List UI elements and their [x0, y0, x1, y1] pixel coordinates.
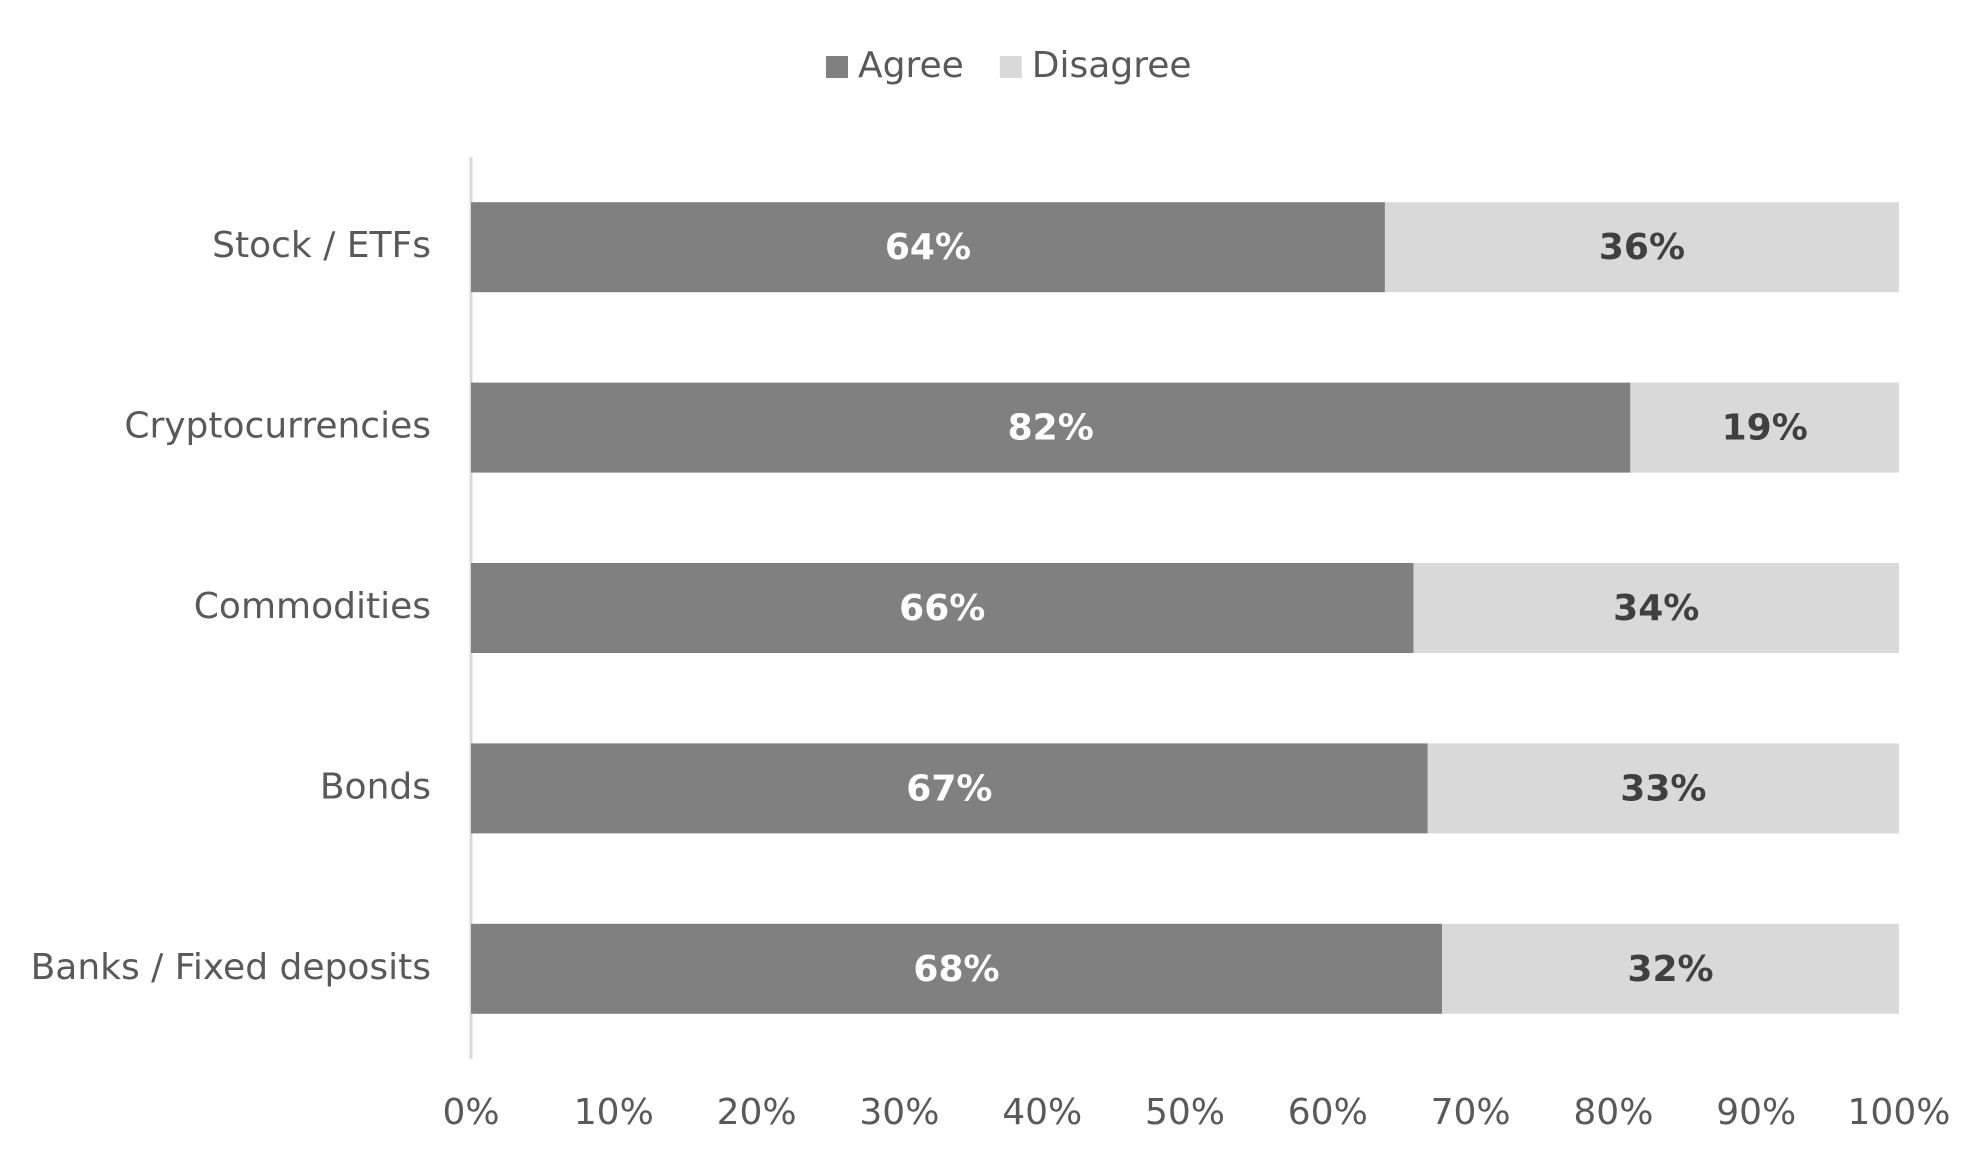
legend-label: Agree	[858, 45, 964, 86]
legend-swatch	[999, 56, 1022, 78]
value-label: 82%	[1008, 408, 1094, 449]
x-tick-label: 10%	[574, 1092, 654, 1133]
x-tick-label: 80%	[1573, 1092, 1653, 1133]
bar-segment	[471, 382, 1631, 473]
bar-segment	[1630, 382, 1899, 473]
y-tick-label: Banks / Fixed deposits	[31, 947, 431, 988]
x-tick-label: 0%	[442, 1092, 499, 1133]
y-tick-label: Cryptocurrencies	[124, 406, 431, 447]
value-label: 64%	[885, 227, 971, 268]
bar-segment	[1442, 923, 1899, 1014]
bar-segment	[471, 743, 1428, 834]
value-label: 36%	[1599, 227, 1685, 268]
value-label: 34%	[1613, 588, 1699, 629]
x-tick-label: 90%	[1716, 1092, 1796, 1133]
value-label: 67%	[906, 768, 992, 809]
x-tick-label: 20%	[717, 1092, 797, 1133]
bar-segment	[471, 202, 1385, 293]
y-tick-label: Stock / ETFs	[212, 225, 431, 266]
value-label: 68%	[913, 949, 999, 990]
x-tick-label: 70%	[1431, 1092, 1511, 1133]
x-tick-label: 60%	[1288, 1092, 1368, 1133]
value-label: 33%	[1620, 768, 1706, 809]
bar-segment	[1427, 743, 1899, 834]
bar-segment	[471, 563, 1414, 653]
bar-segment	[1384, 202, 1899, 293]
bar-segment	[1413, 563, 1899, 653]
legend-label: Disagree	[1032, 45, 1192, 86]
x-tick-label: 50%	[1145, 1092, 1225, 1133]
legend-swatch	[826, 56, 848, 78]
bar-segment	[471, 923, 1443, 1014]
y-tick-label: Bonds	[320, 766, 431, 807]
value-label: 66%	[899, 588, 985, 629]
x-tick-label: 40%	[1002, 1092, 1082, 1133]
value-label: 32%	[1627, 949, 1713, 990]
x-tick-label: 30%	[859, 1092, 939, 1133]
y-tick-label: Commodities	[194, 586, 431, 627]
value-label: 19%	[1722, 408, 1808, 449]
x-tick-label: 100%	[1848, 1092, 1951, 1133]
